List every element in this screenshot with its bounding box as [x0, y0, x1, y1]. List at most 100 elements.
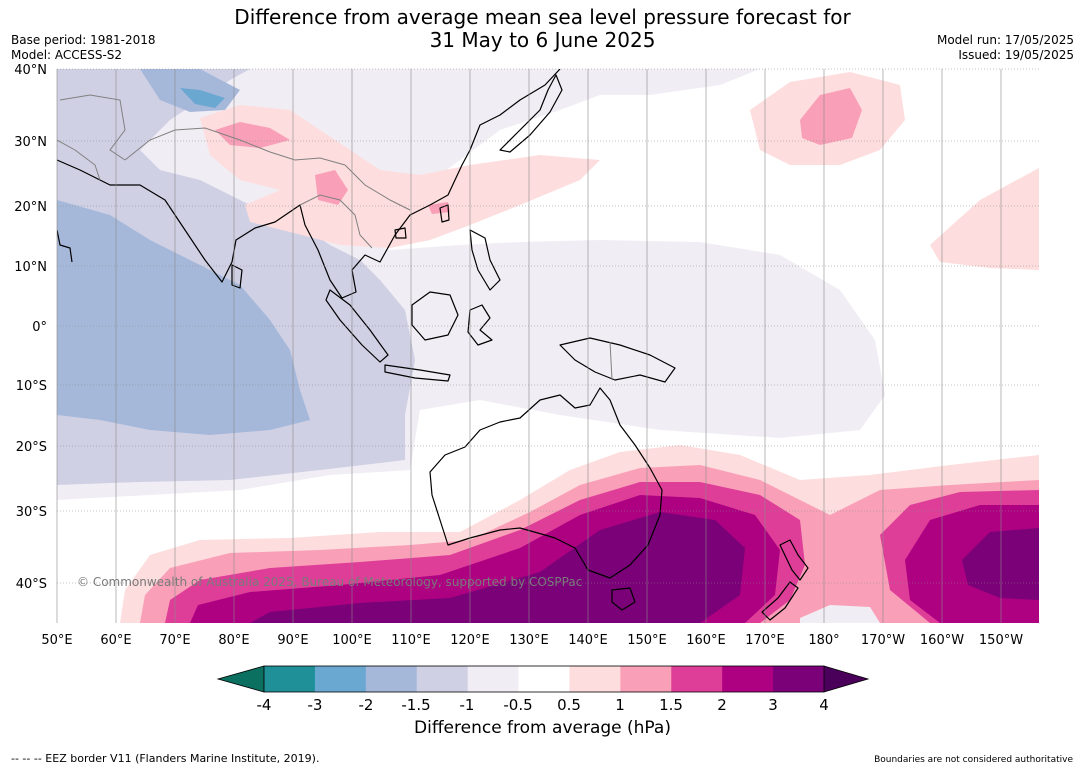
coastline-new-zealand-north: [779, 539, 809, 581]
anomaly-region-plus-3-south: [250, 512, 745, 623]
lat-label: 10°S: [16, 379, 47, 394]
coastline-tasmania: [611, 587, 636, 611]
colorbar-under-arrow: [216, 665, 265, 693]
lat-label: 40°S: [16, 577, 47, 592]
colorbar-tick-label: 1: [615, 696, 625, 714]
lon-label: 160°E: [686, 633, 726, 648]
latitude-labels: 40°N 30°N 20°N 10°N 0° 10°S 20°S 30°S 40…: [14, 63, 47, 592]
model-name: Model: ACCESS-S2: [11, 48, 123, 62]
lat-label: 30°S: [16, 505, 47, 520]
lon-label: 160°W: [920, 633, 964, 648]
anomaly-region-minus-1-5: [57, 200, 310, 435]
issued-date: Issued: 19/05/2025: [958, 48, 1074, 62]
country-borders: [57, 94, 613, 381]
meta-right: Model run: 17/05/2025 Issued: 19/05/2025: [937, 33, 1074, 63]
anomaly-region-plus-1-taiwan: [428, 202, 450, 214]
eez-border-note: -- -- -- EEZ border V11 (Flanders Marine…: [11, 752, 320, 765]
anomaly-region-plus-3-southeast: [962, 528, 1039, 600]
colorbar-cell: [773, 666, 825, 692]
coastline-sulawesi: [467, 304, 493, 346]
lon-label: 90°E: [277, 633, 308, 648]
anomaly-region-700-hpa: [600, 69, 760, 95]
colorbar-cell: [365, 666, 418, 692]
coastline-australia: [429, 387, 663, 579]
map-title-line1: Difference from average mean sea level p…: [234, 5, 851, 29]
anomaly-region-minus-2: [180, 88, 225, 108]
coastline-sumatra: [325, 289, 389, 363]
boundaries-disclaimer: Boundaries are not considered authoritat…: [874, 755, 1073, 765]
colorbar-cell: [518, 666, 570, 692]
anomaly-region-minus-0-5-south: [800, 605, 880, 623]
pressure-anomaly-field: [57, 69, 1039, 623]
coastline-asia-mainland: [57, 69, 561, 299]
map-area: © Commonwealth of Australia 2025, Bureau…: [56, 68, 1039, 623]
border-india-north: [124, 127, 346, 166]
map-title-line2: 31 May to 6 June 2025: [429, 28, 656, 52]
base-period: Base period: 1981-2018: [11, 33, 156, 47]
border-indochina: [299, 194, 373, 249]
lon-label: 120°E: [450, 633, 490, 648]
colorbar-tick-label: -0.5: [503, 696, 532, 714]
lon-label: 80°E: [218, 633, 249, 648]
colorbar-cells: [264, 666, 825, 692]
lon-label: 150°W: [979, 633, 1023, 648]
meridians: [56, 69, 1002, 623]
coastline-borneo: [411, 291, 459, 341]
colorbar-over-arrow: [823, 665, 870, 693]
colorbar-cell: [569, 666, 621, 692]
lat-label: 20°N: [14, 200, 47, 215]
lon-label: 100°E: [332, 633, 372, 648]
coastline-java: [384, 364, 451, 382]
lon-label: 70°E: [159, 633, 190, 648]
anomaly-region-plus-1-npac: [800, 88, 862, 145]
lat-label: 30°N: [14, 135, 47, 150]
colorbar-cell: [620, 666, 672, 692]
colorbar-ticks: -4 -3 -2 -1.5 -1 -0.5 0.5 1 1.5 2 3 4: [257, 696, 829, 714]
colorbar-tick-label: -4: [257, 696, 272, 714]
lat-label: 0°: [32, 320, 47, 335]
colorbar-tick-label: -2: [359, 696, 374, 714]
colorbar-cell: [314, 666, 367, 692]
coastline-sri-lanka: [231, 264, 243, 289]
lon-label: 150°E: [627, 633, 667, 648]
colorbar-cell: [467, 666, 519, 692]
colorbar-tick-label: 3: [768, 696, 778, 714]
lon-label: 50°E: [41, 633, 72, 648]
colorbar-tick-label: -3: [308, 696, 323, 714]
colorbar-label: Difference from average (hPa): [414, 718, 671, 738]
border-png: [609, 341, 613, 381]
colorbar-cell: [416, 666, 469, 692]
colorbar-tick-label: 4: [819, 696, 829, 714]
colorbar: -4 -3 -2 -1.5 -1 -0.5 0.5 1 1.5 2 3 4: [216, 665, 870, 714]
colorbar-cell: [671, 666, 723, 692]
longitude-labels: 50°E 60°E 70°E 80°E 90°E 100°E 110°E 120…: [41, 633, 1023, 648]
lat-label: 20°S: [16, 440, 47, 455]
colorbar-cell: [722, 666, 774, 692]
coastline-arabia-africa: [57, 229, 73, 263]
border-china-south: [344, 164, 411, 211]
copyright-notice: © Commonwealth of Australia 2025, Bureau…: [77, 575, 582, 589]
lon-label: 60°E: [100, 633, 131, 648]
colorbar-tick-label: 0.5: [557, 696, 581, 714]
colorbar-frame: [263, 665, 825, 693]
colorbar-tick-label: -1.5: [401, 696, 430, 714]
colorbar-tick-label: 2: [717, 696, 727, 714]
model-run: Model run: 17/05/2025: [936, 33, 1074, 47]
lat-label: 10°N: [14, 260, 47, 275]
lon-label: 170°E: [745, 633, 785, 648]
anomaly-region-plus-0-5-epac: [930, 168, 1039, 270]
colorbar-cell: [264, 666, 316, 692]
lon-label: 130°E: [509, 633, 549, 648]
lon-label: 140°E: [568, 633, 608, 648]
border-central-asia: [59, 94, 126, 161]
meta-left: Base period: 1981-2018 Model: ACCESS-S2: [11, 33, 156, 63]
coastline-japan: [499, 74, 563, 153]
lon-label: 110°E: [391, 633, 431, 648]
lon-label: 180°: [808, 633, 839, 648]
border-middle-east: [57, 139, 101, 181]
coastline-taiwan: [439, 204, 450, 223]
colorbar-tick-label: 1.5: [659, 696, 683, 714]
coastline-philippines: [469, 229, 501, 291]
colorbar-tick-label: -1: [460, 696, 475, 714]
